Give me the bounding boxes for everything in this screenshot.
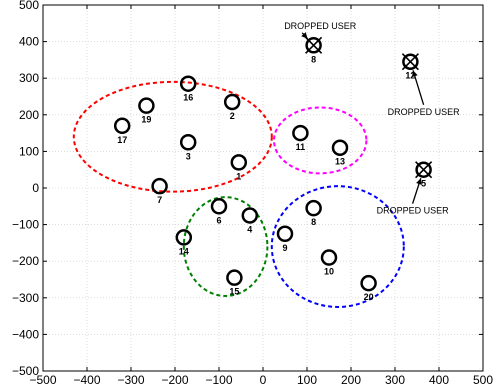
user-label: 19 — [141, 115, 151, 125]
user-label: 13 — [335, 157, 345, 167]
y-tick-label: −100 — [12, 218, 39, 232]
x-tick-label: −200 — [161, 373, 188, 387]
user-marker — [292, 124, 309, 142]
user-marker — [223, 93, 241, 111]
user-marker — [210, 198, 228, 215]
dropped-cross-mark — [305, 36, 323, 54]
cluster-ellipse — [72, 80, 273, 193]
user-marker — [138, 97, 155, 114]
x-tick-label: 0 — [260, 373, 267, 387]
x-tick-label: −400 — [73, 373, 100, 387]
user-label: 12 — [405, 71, 415, 81]
user-label: 14 — [179, 246, 189, 256]
user-marker — [230, 154, 248, 171]
y-tick-label: 0 — [32, 181, 39, 195]
dropped-user-annotation: DROPPED USER — [388, 107, 461, 117]
x-tick-label: 200 — [341, 373, 361, 387]
user-label: 8 — [311, 217, 316, 227]
user-marker — [226, 269, 243, 286]
user-marker — [241, 207, 259, 224]
x-tick-label: 400 — [429, 373, 449, 387]
y-tick-label: −200 — [12, 254, 39, 268]
y-tick-label: −300 — [12, 291, 39, 305]
dropped-cross-mark — [401, 53, 419, 71]
user-label: 20 — [364, 292, 374, 302]
y-tick-label: −400 — [12, 327, 39, 341]
x-tick-label: −100 — [205, 373, 232, 387]
user-marker — [320, 249, 338, 266]
user-marker — [305, 199, 322, 217]
user-marker — [415, 161, 432, 178]
user-label: 16 — [183, 93, 193, 103]
user-label: 3 — [186, 151, 191, 161]
y-tick-label: −500 — [12, 364, 39, 378]
annotation-arrow — [412, 70, 425, 105]
cluster-ellipses — [72, 80, 405, 308]
x-tick-label: 500 — [473, 373, 493, 387]
y-tick-label: 300 — [19, 71, 39, 85]
user-marker — [179, 134, 197, 151]
x-tick-label: 100 — [297, 373, 317, 387]
cluster-ellipse — [273, 106, 368, 175]
annotations: DROPPED USER DROPPED USER DROPPED USER — [284, 21, 460, 216]
user-label: 4 — [247, 224, 252, 234]
cluster-ellipse — [270, 185, 405, 308]
annotation-arrowhead — [411, 70, 418, 77]
user-label: 17 — [117, 135, 127, 145]
axis-ticks: −500 −400 −300 −200 −100 0 100 200 300 400 500−500… — [12, 0, 493, 387]
y-tick-label: 500 — [19, 0, 39, 12]
user-label: 11 — [296, 142, 306, 152]
dropped-user-annotation: DROPPED USER — [284, 21, 357, 31]
user-label: 7 — [157, 195, 162, 205]
user-marker — [305, 37, 322, 54]
user-label: 6 — [216, 215, 221, 225]
user-marker — [331, 139, 349, 156]
user-marker — [113, 117, 131, 135]
user-marker — [179, 75, 197, 92]
annotation-arrowhead — [301, 32, 308, 39]
annotation-arrowhead — [416, 178, 422, 185]
x-tick-label: −500 — [29, 373, 56, 387]
cluster-ellipse — [182, 196, 269, 297]
user-label: 2 — [230, 111, 235, 121]
y-tick-label: 400 — [19, 35, 39, 49]
dropped-cross-mark — [415, 161, 433, 179]
user-label: 15 — [229, 287, 239, 297]
y-tick-label: 100 — [19, 144, 39, 158]
user-marker — [360, 274, 377, 292]
user-marker — [151, 177, 168, 195]
user-label: 5 — [421, 179, 426, 189]
x-tick-label: −300 — [117, 373, 144, 387]
user-marker — [402, 53, 419, 70]
y-tick-label: 200 — [19, 108, 39, 122]
user-label: 8 — [311, 54, 316, 64]
user-label: 10 — [324, 267, 334, 277]
user-marker — [276, 225, 294, 242]
user-marker — [175, 229, 193, 246]
user-label: 9 — [282, 243, 287, 253]
x-tick-label: 300 — [385, 373, 405, 387]
user-label: 1 — [236, 171, 241, 181]
dropped-user-annotation: DROPPED USER — [377, 206, 450, 216]
